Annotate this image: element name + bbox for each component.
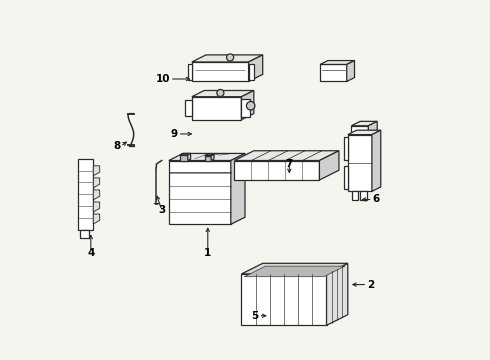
Polygon shape [348,130,381,135]
Polygon shape [180,155,188,161]
Polygon shape [248,55,263,81]
Polygon shape [93,202,99,212]
Polygon shape [351,126,368,135]
Polygon shape [352,192,358,200]
Polygon shape [234,161,319,180]
Text: 4: 4 [87,248,95,258]
Text: 9: 9 [171,129,178,139]
Polygon shape [343,138,348,160]
Polygon shape [242,99,250,117]
Polygon shape [242,263,348,274]
Polygon shape [347,60,355,81]
Polygon shape [319,151,339,180]
Polygon shape [188,153,191,161]
Polygon shape [205,156,211,161]
Text: 7: 7 [286,159,293,169]
Text: 10: 10 [155,74,170,84]
Polygon shape [93,190,99,200]
Polygon shape [320,64,347,81]
Polygon shape [326,263,348,325]
Polygon shape [248,64,253,80]
Polygon shape [242,274,326,325]
Polygon shape [185,100,192,116]
Polygon shape [372,130,381,192]
Polygon shape [360,192,367,200]
Polygon shape [348,135,372,192]
Polygon shape [169,153,245,161]
Polygon shape [242,90,254,120]
Circle shape [217,89,224,96]
Polygon shape [188,64,192,80]
Polygon shape [245,266,345,277]
Text: 5: 5 [251,311,258,321]
Polygon shape [80,230,89,238]
Polygon shape [231,153,245,224]
Polygon shape [205,154,214,156]
Text: 2: 2 [368,280,374,289]
Text: 1: 1 [204,248,211,258]
Polygon shape [234,151,339,161]
Polygon shape [169,161,231,224]
Polygon shape [93,166,99,176]
Polygon shape [351,121,377,126]
Polygon shape [320,60,355,64]
Polygon shape [343,166,348,189]
Polygon shape [368,121,377,135]
Polygon shape [211,154,214,161]
Polygon shape [93,178,99,188]
Text: 3: 3 [158,205,165,215]
Polygon shape [192,90,254,97]
Circle shape [246,102,255,110]
Polygon shape [78,159,93,230]
Polygon shape [192,62,248,81]
Text: 6: 6 [372,194,380,204]
Polygon shape [192,55,263,62]
Circle shape [226,54,234,61]
Polygon shape [93,214,99,224]
Polygon shape [192,97,242,120]
Polygon shape [180,153,191,155]
Text: 8: 8 [113,141,120,151]
